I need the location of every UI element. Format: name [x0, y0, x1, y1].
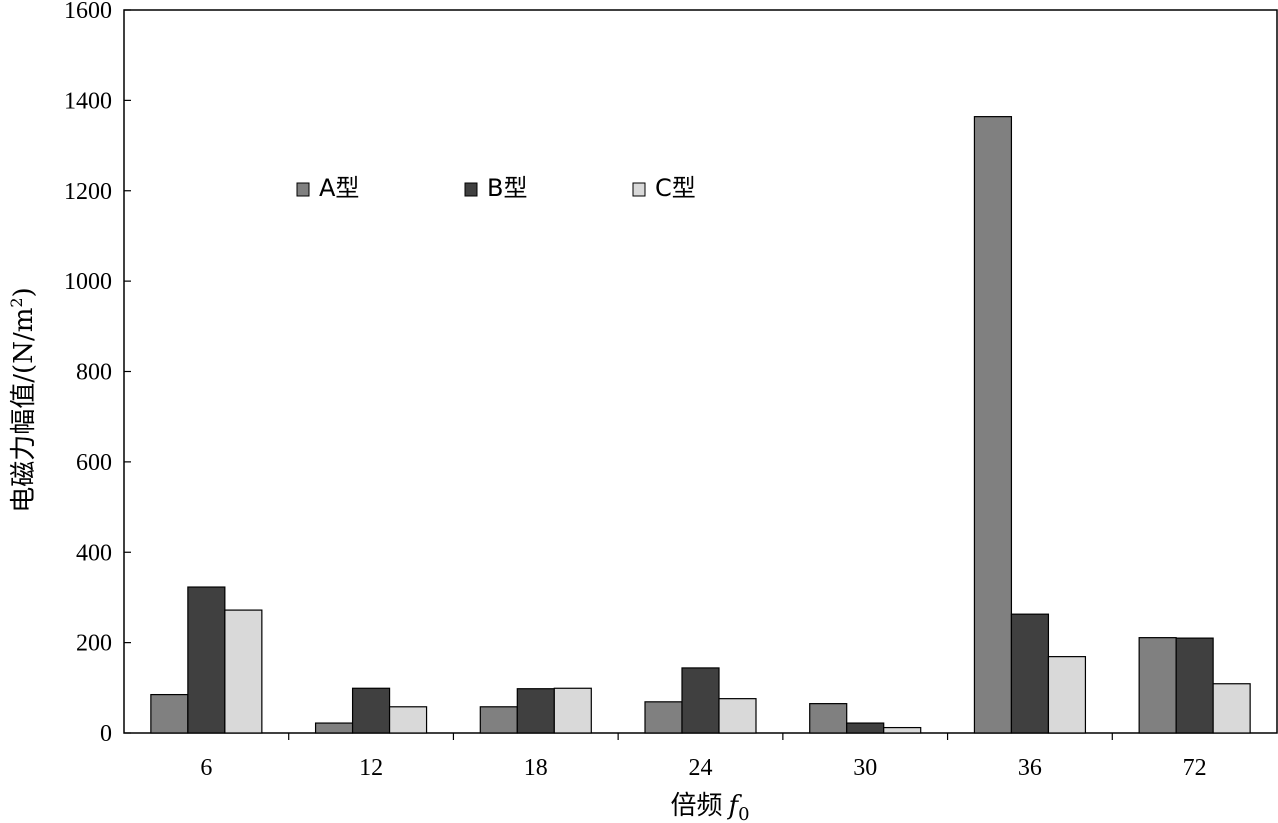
plot-area	[123, 9, 1278, 734]
bar-72-series-3	[1212, 683, 1251, 734]
x-tick-label: 18	[524, 755, 548, 781]
bar-18-series-1	[479, 706, 518, 734]
x-tick-label: 36	[1018, 755, 1042, 781]
y-tick-label: 1600	[64, 0, 112, 24]
bar-36-series-2	[1010, 613, 1050, 734]
y-tick-label: 400	[76, 540, 112, 566]
bar-30-series-2	[846, 722, 885, 734]
bar-30-series-3	[883, 726, 922, 734]
y-tick-label: 0	[100, 721, 112, 747]
bar-24-series-3	[718, 698, 757, 734]
bar-12-series-2	[351, 687, 391, 734]
legend-label-1: A型	[319, 174, 359, 202]
legend-swatch-3	[632, 182, 646, 197]
x-tick-label: 6	[200, 755, 212, 781]
y-tick-label: 1200	[64, 179, 112, 205]
legend-swatch-1	[296, 182, 310, 197]
y-tick-label: 1400	[64, 88, 112, 114]
legend: A型 B型 C型	[296, 174, 696, 202]
bar-36-series-3	[1047, 656, 1087, 734]
bar-12-series-3	[388, 706, 428, 734]
legend-label-2: B型	[487, 174, 527, 202]
bar-6-series-1	[150, 693, 189, 734]
x-tick-label: 24	[689, 755, 713, 781]
bar-36-series-1	[973, 116, 1013, 734]
y-tick-label: 600	[76, 450, 112, 476]
y-tick-label: 200	[76, 631, 112, 657]
x-axis-title-subscript: 0	[738, 804, 749, 823]
bar-72-series-1	[1138, 637, 1177, 734]
x-axis-title-main: 倍频	[670, 791, 722, 821]
bar-24-series-2	[681, 667, 720, 734]
y-axis-title-main: 电磁力幅值/(N/m	[9, 308, 39, 513]
x-tick-label: 30	[853, 755, 877, 781]
bar-72-series-2	[1175, 637, 1214, 734]
bars-group	[150, 116, 1251, 734]
y-tick-label: 800	[76, 360, 112, 386]
legend-label-3: C型	[655, 174, 696, 202]
y-axis: 0 200 400 600 800 1000 1200 1400 1600	[64, 0, 131, 747]
y-axis-title-superscript: 2	[7, 297, 26, 307]
x-axis: 6 12 18 24 30 36 72	[200, 733, 1207, 781]
bar-6-series-2	[187, 586, 226, 734]
bar-18-series-2	[516, 688, 555, 734]
bar-24-series-1	[644, 701, 683, 734]
y-axis-title-close: )	[9, 287, 39, 297]
plot-frame	[123, 9, 1278, 734]
x-axis-title: 倍频 f0	[670, 791, 749, 823]
bar-18-series-3	[553, 687, 592, 734]
y-tick-label: 1000	[64, 269, 112, 295]
x-tick-label: 12	[359, 755, 383, 781]
bar-12-series-1	[314, 722, 354, 734]
bar-6-series-3	[224, 609, 263, 734]
y-axis-title: 电磁力幅值/(N/m2)	[7, 287, 39, 512]
x-tick-label: 72	[1183, 755, 1207, 781]
legend-swatch-2	[464, 182, 478, 197]
bar-30-series-1	[809, 703, 848, 734]
